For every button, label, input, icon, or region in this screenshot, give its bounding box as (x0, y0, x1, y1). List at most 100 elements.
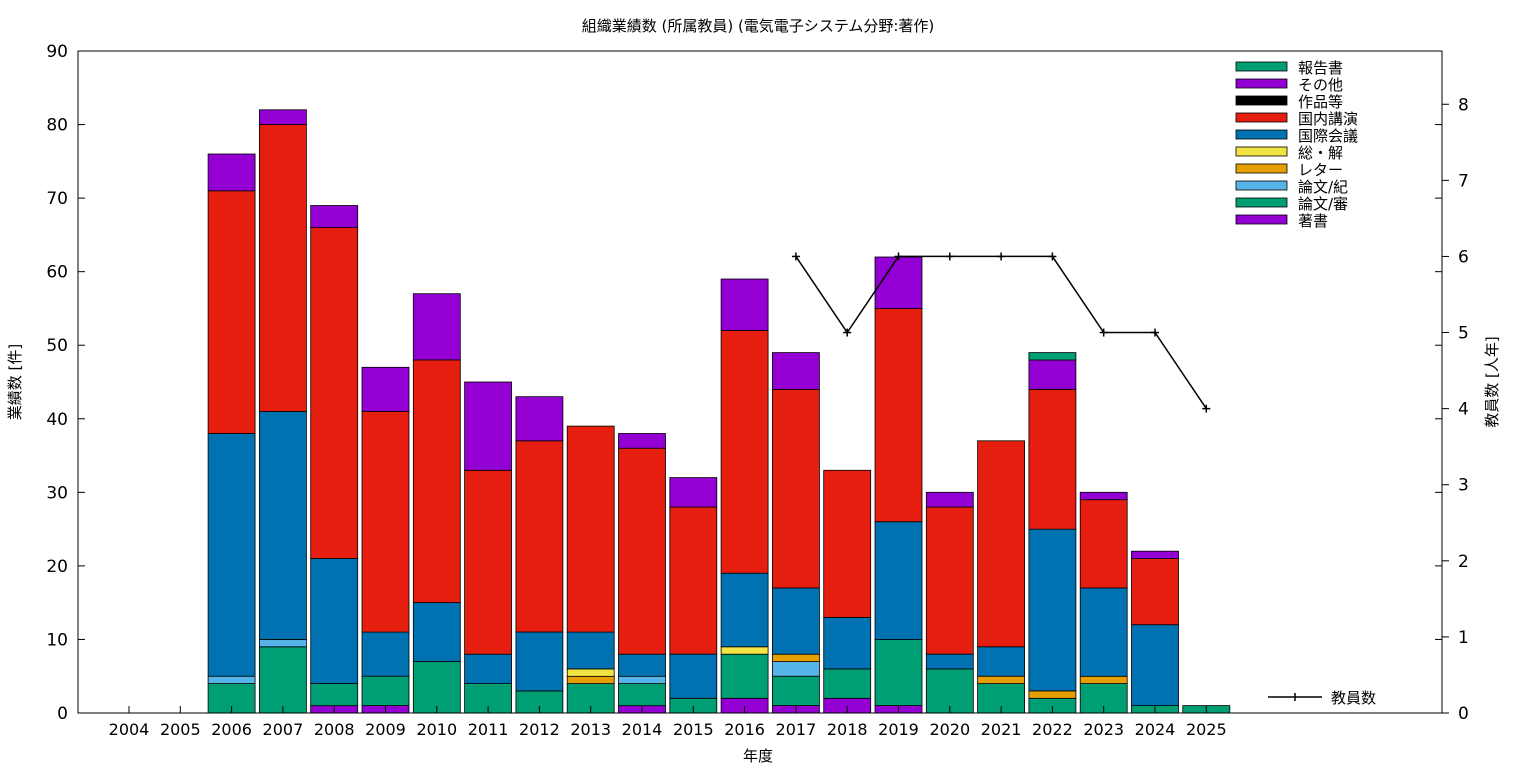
y-tick-label: 70 (46, 189, 68, 209)
y-tick-label: 0 (57, 704, 68, 724)
x-axis-label: 年度 (743, 747, 773, 765)
bar-論文/審-2020 (925, 668, 974, 714)
legend-label: 教員数 (1331, 689, 1376, 707)
bar-group (207, 109, 1231, 714)
bar-レター-2013 (566, 675, 615, 685)
bar-国際会議-2006 (207, 433, 256, 677)
y2-axis: 0 1 2 3 4 5 6 7 8 (1442, 95, 1469, 724)
legend-label: 論文/紀 (1298, 178, 1348, 196)
bar-国際会議-2024 (1131, 624, 1179, 707)
line-point (791, 252, 800, 261)
bar-国際会議-2015 (669, 653, 718, 699)
bar-国際会議-2008 (310, 558, 359, 684)
y2-tick-label: 7 (1458, 171, 1469, 191)
bar-総・解-2013 (566, 668, 615, 677)
bar-その他-2010 (412, 293, 461, 361)
line-point (843, 328, 852, 337)
legend-swatch-論文/紀 (1235, 180, 1288, 191)
bar-国内講演-2014 (618, 447, 666, 655)
bar-論文/審-2007 (258, 646, 307, 714)
bar-国内講演-2007 (258, 124, 307, 412)
x-tick-label: 2005 (160, 720, 201, 739)
x-tick-label: 2023 (1083, 720, 1124, 739)
x-tick-label: 2019 (878, 720, 919, 739)
bar-その他-2017 (772, 352, 820, 390)
x-tick-label: 2015 (673, 720, 714, 739)
bar-その他-2016 (720, 278, 769, 331)
bar-国際会議-2014 (618, 653, 666, 677)
y-tick-label: 20 (46, 557, 68, 577)
line-point (1048, 252, 1057, 261)
bar-レター-2017 (772, 653, 820, 663)
bar-その他-2015 (669, 477, 718, 508)
bar-国内講演-2009 (361, 410, 410, 633)
legend-label: その他 (1298, 76, 1343, 94)
legend-swatch-論文/審 (1235, 197, 1288, 208)
bar-国際会議-2021 (977, 646, 1025, 677)
bar-国際会議-2010 (412, 602, 461, 662)
bar-国内講演-2019 (874, 307, 923, 523)
bar-国際会議-2016 (720, 572, 769, 648)
bar-その他-2006 (207, 153, 256, 192)
line-教員数 (795, 255, 1207, 410)
bar-国際会議-2017 (772, 587, 820, 655)
legend-swatch-レター (1235, 163, 1288, 174)
bar-国際会議-2012 (515, 631, 564, 692)
x-tick-label: 2024 (1135, 720, 1176, 739)
y-axis-label: 業績数 [件] (6, 344, 24, 420)
x-tick-label: 2012 (519, 720, 560, 739)
bar-国際会議-2013 (566, 631, 615, 670)
bar-論文/審-2009 (361, 675, 410, 707)
bar-その他-2012 (515, 396, 564, 442)
x-tick-label: 2020 (929, 720, 970, 739)
bar-国際会議-2022 (1028, 528, 1077, 692)
y2-tick-label: 5 (1458, 324, 1469, 344)
bar-その他-2024 (1131, 550, 1179, 560)
bar-報告書-2022 (1028, 352, 1077, 361)
bar-論文/審-2014 (618, 683, 666, 707)
bar-国際会議-2020 (925, 653, 974, 670)
legend-label: 作品等 (1298, 93, 1343, 111)
x-tick-label: 2004 (109, 720, 150, 739)
legend-swatch-国内講演 (1235, 112, 1288, 123)
y-tick-label: 60 (46, 263, 68, 283)
y-tick-label: 40 (46, 410, 68, 430)
y2-tick-label: 6 (1458, 247, 1469, 267)
bar-その他-2020 (925, 491, 974, 508)
line-point (1202, 404, 1211, 413)
legend-swatch-総・解 (1235, 146, 1288, 157)
bar-国際会議-2023 (1079, 587, 1128, 677)
x-tick-label: 2007 (263, 720, 304, 739)
line-point (894, 252, 903, 261)
y-tick-label: 30 (46, 483, 68, 503)
bar-国際会議-2018 (823, 617, 872, 670)
bar-その他-2019 (874, 256, 923, 309)
bar-国際会議-2007 (258, 410, 307, 640)
y-tick-label: 50 (46, 336, 68, 356)
bar-論文/審-2017 (772, 675, 820, 707)
bar-国際会議-2011 (464, 653, 513, 685)
x-tick-label: 2022 (1032, 720, 1073, 739)
bar-その他-2008 (310, 205, 359, 229)
x-tick-label: 2016 (724, 720, 765, 739)
bar-その他-2007 (258, 109, 307, 125)
bar-国際会議-2019 (874, 521, 923, 640)
x-tick-label: 2025 (1186, 720, 1227, 739)
bar-国内講演-2024 (1131, 558, 1179, 626)
bar-その他-2011 (464, 381, 513, 471)
bar-国内講演-2010 (412, 359, 461, 603)
bar-国内講演-2011 (464, 469, 513, 655)
legend-label: 報告書 (1298, 59, 1343, 77)
bar-論文/紀-2006 (207, 675, 256, 685)
legend-label: レター (1298, 161, 1343, 179)
bar-国内講演-2012 (515, 440, 564, 633)
bar-レター-2021 (977, 675, 1025, 685)
bar-国内講演-2006 (207, 190, 256, 434)
bar-レター-2022 (1028, 690, 1077, 699)
chart-title: 組織業績数 (所属教員) (電気電子システム分野:著作) (582, 17, 935, 35)
line-point (1151, 328, 1159, 337)
bar-論文/審-2019 (874, 639, 923, 707)
legend-label: 論文/審 (1298, 195, 1348, 213)
x-tick-label: 2014 (622, 720, 663, 739)
